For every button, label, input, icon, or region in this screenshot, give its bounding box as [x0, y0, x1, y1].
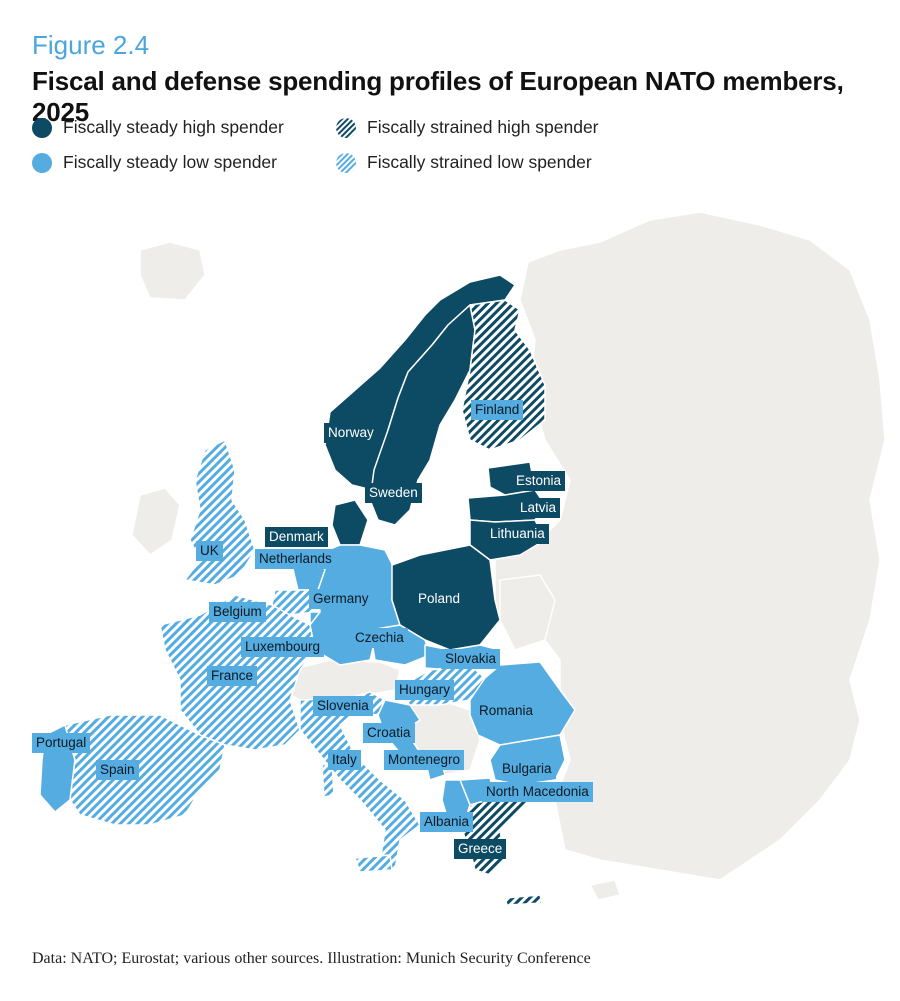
country-denmark — [331, 499, 369, 546]
figure-number: Figure 2.4 — [32, 30, 150, 60]
legend-label: Fiscally steady low spender — [63, 152, 277, 172]
country-label: UK — [196, 541, 223, 561]
country-label: Germany — [309, 589, 373, 609]
country-label: Sweden — [365, 483, 422, 503]
legend-label: Fiscally steady high spender — [63, 117, 284, 137]
figure-title: Fiscal and defense spending profiles of … — [32, 66, 844, 127]
country-label: Spain — [96, 760, 139, 780]
legend-item-steady-high: Fiscally steady high spender — [32, 117, 284, 138]
country-label: Czechia — [351, 628, 408, 648]
legend-item-strained-low: Fiscally strained low spender — [336, 152, 592, 173]
country-label: Bulgaria — [498, 759, 556, 779]
country-label: Montenegro — [384, 750, 465, 770]
country-label: Belgium — [209, 602, 266, 622]
country-label: France — [207, 666, 258, 686]
country-label: North Macedonia — [482, 782, 593, 802]
legend-item-strained-high: Fiscally strained high spender — [336, 117, 599, 138]
country-label: Croatia — [363, 723, 415, 743]
country-label: Italy — [328, 750, 361, 770]
ireland — [131, 487, 181, 556]
legend-swatch-steady-high-icon — [32, 117, 52, 138]
country-label: Slovenia — [313, 696, 373, 716]
country-spain — [64, 714, 226, 826]
country-label: Finland — [471, 400, 524, 420]
country-label: Norway — [324, 423, 378, 443]
country-label: Estonia — [512, 471, 566, 491]
non-member-land — [131, 211, 886, 901]
country-label: Denmark — [265, 527, 328, 547]
source-note: Data: NATO; Eurostat; various other sour… — [32, 950, 591, 967]
country-label: Albania — [420, 812, 474, 832]
legend-swatch-strained-low-icon — [336, 152, 356, 173]
legend-item-steady-low: Fiscally steady low spender — [32, 152, 277, 173]
country-uk — [184, 439, 256, 586]
country-label: Poland — [414, 589, 465, 609]
legend-swatch-steady-low-icon — [32, 152, 52, 173]
iceland — [139, 241, 206, 301]
nato-countries — [39, 274, 576, 906]
country-label: Netherlands — [255, 549, 336, 569]
country-greece — [461, 797, 531, 876]
country-label: Portugal — [32, 733, 91, 753]
europe-map — [39, 211, 886, 906]
country-label: Latvia — [516, 498, 561, 518]
legend-swatch-strained-high-icon — [336, 117, 356, 138]
country-greece-crete — [504, 894, 543, 906]
country-label: Greece — [454, 839, 507, 859]
country-label: Romania — [475, 701, 538, 721]
legend-label: Fiscally strained high spender — [367, 117, 599, 137]
cyprus — [588, 879, 621, 901]
country-label: Luxembourg — [241, 637, 325, 657]
legend-label: Fiscally strained low spender — [367, 152, 592, 172]
country-sicily — [354, 854, 393, 873]
country-label: Slovakia — [441, 649, 501, 669]
country-label: Lithuania — [486, 524, 549, 544]
country-label: Hungary — [395, 680, 455, 700]
